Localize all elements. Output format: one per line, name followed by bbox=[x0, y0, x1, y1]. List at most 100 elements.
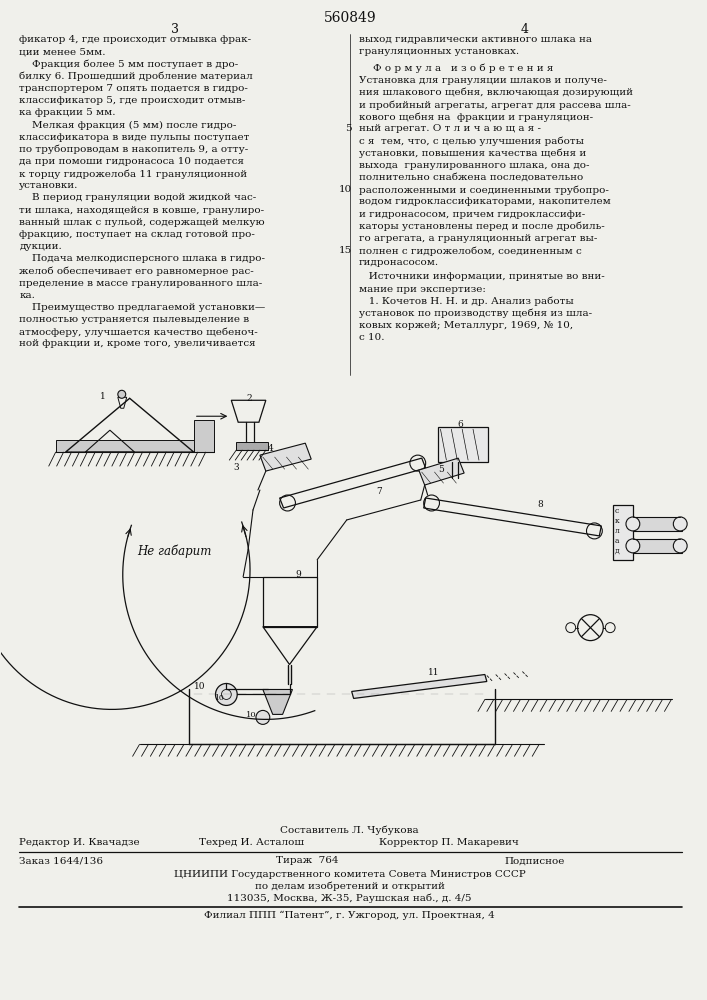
Text: кового щебня на  фракции и грануляцион-: кового щебня на фракции и грануляцион- bbox=[358, 112, 592, 122]
Text: мание при экспертизе:: мание при экспертизе: bbox=[358, 285, 486, 294]
Text: 1: 1 bbox=[100, 392, 106, 401]
Text: Техред И. Асталош: Техред И. Асталош bbox=[199, 838, 304, 847]
Text: 7: 7 bbox=[376, 487, 382, 496]
Text: полнен с гидрожелобом, соединенным с: полнен с гидрожелобом, соединенным с bbox=[358, 246, 581, 256]
Circle shape bbox=[673, 539, 687, 553]
Text: и гидронасосом, причем гидроклассифи-: и гидронасосом, причем гидроклассифи- bbox=[358, 210, 585, 219]
Circle shape bbox=[673, 517, 687, 531]
Text: 5: 5 bbox=[438, 465, 445, 474]
Text: 560849: 560849 bbox=[323, 11, 376, 25]
Text: Установка для грануляции шлаков и получе-: Установка для грануляции шлаков и получе… bbox=[358, 76, 607, 85]
Text: установки.: установки. bbox=[19, 181, 78, 190]
Text: Источники информации, принятые во вни-: Источники информации, принятые во вни- bbox=[358, 272, 604, 281]
Text: Редактор И. Квачадзе: Редактор И. Квачадзе bbox=[19, 838, 140, 847]
Text: желоб обеспечивает его равномерное рас-: желоб обеспечивает его равномерное рас- bbox=[19, 266, 254, 276]
Text: билку 6. Прошедший дробление материал: билку 6. Прошедший дробление материал bbox=[19, 72, 253, 81]
Text: Фракция более 5 мм поступает в дро-: Фракция более 5 мм поступает в дро- bbox=[19, 60, 238, 69]
Text: ка фракции 5 мм.: ка фракции 5 мм. bbox=[19, 108, 116, 117]
Text: 9: 9 bbox=[296, 570, 301, 579]
Text: с: с bbox=[615, 507, 619, 515]
Text: классификатор 5, где происходит отмыв-: классификатор 5, где происходит отмыв- bbox=[19, 96, 245, 105]
Text: выхода  гранулированного шлака, она до-: выхода гранулированного шлака, она до- bbox=[358, 161, 589, 170]
Text: 10: 10 bbox=[215, 694, 224, 702]
Text: с 10.: с 10. bbox=[358, 333, 384, 342]
Text: водом гидроклассификаторами, накопителем: водом гидроклассификаторами, накопителем bbox=[358, 197, 610, 206]
Text: Подача мелкодисперсного шлака в гидро-: Подача мелкодисперсного шлака в гидро- bbox=[19, 254, 265, 263]
Text: к: к bbox=[615, 517, 620, 525]
Text: 1. Кочетов Н. Н. и др. Анализ работы: 1. Кочетов Н. Н. и др. Анализ работы bbox=[358, 297, 573, 306]
Circle shape bbox=[626, 517, 640, 531]
Text: ка.: ка. bbox=[19, 291, 35, 300]
Text: 3: 3 bbox=[171, 23, 179, 36]
Text: пределение в массе гранулированного шла-: пределение в массе гранулированного шла- bbox=[19, 279, 262, 288]
Text: Заказ 1644/136: Заказ 1644/136 bbox=[19, 856, 103, 865]
Text: по делам изобретений и открытий: по делам изобретений и открытий bbox=[255, 882, 445, 891]
Text: с я  тем, что, с целью улучшения работы: с я тем, что, с целью улучшения работы bbox=[358, 137, 583, 146]
Polygon shape bbox=[351, 675, 487, 698]
Bar bbox=[263, 577, 317, 627]
Text: л: л bbox=[615, 527, 620, 535]
Text: Ф о р м у л а   и з о б р е т е н и я: Ф о р м у л а и з о б р е т е н и я bbox=[373, 64, 554, 73]
Bar bbox=[438, 427, 488, 462]
Text: атмосферу, улучшается качество щебеноч-: атмосферу, улучшается качество щебеноч- bbox=[19, 327, 258, 337]
Text: дукции.: дукции. bbox=[19, 242, 62, 251]
Text: транспортером 7 опять подается в гидро-: транспортером 7 опять подается в гидро- bbox=[19, 84, 248, 93]
Text: Подписное: Подписное bbox=[505, 856, 565, 865]
Circle shape bbox=[256, 710, 270, 724]
Text: грануляционных установках.: грануляционных установках. bbox=[358, 47, 519, 56]
Text: Корректор П. Макаревич: Корректор П. Макаревич bbox=[379, 838, 519, 847]
Text: да при помоши гидронасоса 10 подается: да при помоши гидронасоса 10 подается bbox=[19, 157, 244, 166]
Text: 3: 3 bbox=[233, 463, 239, 472]
Circle shape bbox=[626, 539, 640, 553]
Text: и пробийный агрегаты, агрегат для рассева шла-: и пробийный агрегаты, агрегат для рассев… bbox=[358, 100, 631, 110]
Bar bbox=[633, 539, 682, 553]
Text: д: д bbox=[615, 547, 620, 555]
Polygon shape bbox=[419, 458, 464, 485]
Text: 10: 10 bbox=[246, 711, 257, 719]
Text: 11: 11 bbox=[428, 668, 439, 677]
Text: В период грануляции водой жидкой час-: В период грануляции водой жидкой час- bbox=[19, 193, 257, 202]
Text: Мелкая фракция (5 мм) после гидро-: Мелкая фракция (5 мм) после гидро- bbox=[19, 120, 237, 130]
Polygon shape bbox=[263, 689, 293, 714]
Circle shape bbox=[118, 390, 126, 398]
Text: ции менее 5мм.: ции менее 5мм. bbox=[19, 47, 105, 56]
Polygon shape bbox=[236, 442, 268, 450]
Text: 10: 10 bbox=[339, 185, 351, 194]
Text: по трубопроводам в накопитель 9, а отту-: по трубопроводам в накопитель 9, а отту- bbox=[19, 145, 248, 154]
Text: фикатор 4, где происходит отмывка фрак-: фикатор 4, где происходит отмывка фрак- bbox=[19, 35, 251, 44]
Polygon shape bbox=[56, 440, 214, 452]
Text: 8: 8 bbox=[537, 500, 543, 509]
Text: Тираж  764: Тираж 764 bbox=[276, 856, 339, 865]
Text: 113035, Москва, Ж-35, Раушская наб., д. 4/5: 113035, Москва, Ж-35, Раушская наб., д. … bbox=[228, 894, 472, 903]
Text: ния шлакового щебня, включающая дозирующий: ния шлакового щебня, включающая дозирующ… bbox=[358, 88, 633, 97]
Polygon shape bbox=[260, 443, 311, 471]
Text: 15: 15 bbox=[339, 246, 351, 255]
Text: установки, повышения качества щебня и: установки, повышения качества щебня и bbox=[358, 149, 586, 158]
Text: 10: 10 bbox=[194, 682, 205, 691]
Circle shape bbox=[216, 683, 238, 705]
Text: Филиал ППП “Патент”, г. Ужгород, ул. Проектная, 4: Филиал ППП “Патент”, г. Ужгород, ул. Про… bbox=[204, 911, 495, 920]
Text: 4: 4 bbox=[268, 444, 274, 453]
Text: ЦНИИПИ Государственного комитета Совета Министров СССР: ЦНИИПИ Государственного комитета Совета … bbox=[174, 870, 525, 879]
Text: го агрегата, а грануляционный агрегат вы-: го агрегата, а грануляционный агрегат вы… bbox=[358, 234, 597, 243]
Text: 2: 2 bbox=[246, 394, 252, 403]
Text: а: а bbox=[615, 537, 619, 545]
Text: Преимущество предлагаемой установки—: Преимущество предлагаемой установки— bbox=[19, 303, 265, 312]
Text: расположенными и соединенными трубопро-: расположенными и соединенными трубопро- bbox=[358, 185, 609, 195]
Text: 4: 4 bbox=[520, 23, 528, 36]
Text: к торцу гидрожелоба 11 грануляционной: к торцу гидрожелоба 11 грануляционной bbox=[19, 169, 247, 179]
Text: классификатора в виде пульпы поступает: классификатора в виде пульпы поступает bbox=[19, 133, 250, 142]
Text: ванный шлак с пульой, содержащей мелкую: ванный шлак с пульой, содержащей мелкую bbox=[19, 218, 265, 227]
Text: Не габарит: Не габарит bbox=[138, 545, 212, 558]
Text: 6: 6 bbox=[457, 420, 463, 429]
Bar bbox=[633, 517, 682, 531]
Bar bbox=[613, 505, 633, 560]
Polygon shape bbox=[194, 420, 214, 452]
Text: гидронасосом.: гидронасосом. bbox=[358, 258, 439, 267]
Text: фракцию, поступает на склад готовой про-: фракцию, поступает на склад готовой про- bbox=[19, 230, 255, 239]
Text: установок по производству щебня из шла-: установок по производству щебня из шла- bbox=[358, 309, 592, 318]
Text: 5: 5 bbox=[345, 124, 351, 133]
Text: ной фракции и, кроме того, увеличивается: ной фракции и, кроме того, увеличивается bbox=[19, 339, 256, 348]
Text: каторы установлены перед и после дробиль-: каторы установлены перед и после дробиль… bbox=[358, 222, 604, 231]
Text: ковых коржей; Металлург, 1969, № 10,: ковых коржей; Металлург, 1969, № 10, bbox=[358, 321, 573, 330]
